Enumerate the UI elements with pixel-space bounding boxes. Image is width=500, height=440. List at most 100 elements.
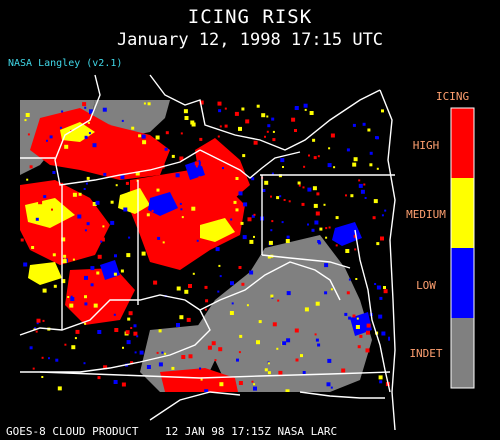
icing-speckle xyxy=(183,109,188,114)
icing-speckle xyxy=(211,341,216,346)
icing-speckle xyxy=(188,284,192,288)
legend-bar xyxy=(450,107,475,389)
icing-speckle xyxy=(330,133,335,138)
icing-speckle xyxy=(271,172,274,175)
icing-speckle xyxy=(63,254,67,258)
icing-speckle xyxy=(234,111,239,116)
icing-speckle xyxy=(217,101,222,106)
icing-speckle xyxy=(335,244,338,247)
icing-speckle xyxy=(363,183,366,186)
icing-speckle xyxy=(317,343,321,347)
icing-speckle xyxy=(31,246,35,249)
icing-speckle xyxy=(268,240,273,245)
icing-speckle xyxy=(309,111,314,115)
icing-speckle xyxy=(85,182,88,185)
icing-speckle xyxy=(376,285,381,290)
icing-speckle xyxy=(366,328,369,330)
icing-speckle xyxy=(128,311,133,316)
icing-speckle xyxy=(41,356,44,359)
icing-speckle xyxy=(383,286,386,289)
icing-speckle xyxy=(176,286,181,291)
icing-speckle xyxy=(277,299,280,302)
icing-speckle xyxy=(84,106,87,109)
icing-speckle xyxy=(100,240,103,243)
icing-speckle xyxy=(328,226,331,229)
low-region-2 xyxy=(332,222,362,246)
icing-speckle xyxy=(253,386,257,391)
icing-speckle xyxy=(354,248,357,251)
icing-speckle xyxy=(353,234,357,238)
icing-speckle xyxy=(272,130,275,133)
icing-speckle xyxy=(312,138,316,142)
icing-speckle xyxy=(261,113,266,118)
icing-speckle xyxy=(352,123,356,127)
icing-speckle xyxy=(180,266,183,269)
icing-speckle xyxy=(42,288,47,293)
icing-speckle xyxy=(262,189,266,192)
legend-label-high: HIGH xyxy=(412,139,440,152)
icing-speckle xyxy=(130,361,134,365)
icing-speckle xyxy=(222,167,224,170)
icing-speckle xyxy=(359,334,363,338)
icing-speckle xyxy=(72,258,75,261)
icing-speckle xyxy=(215,247,220,252)
map-title: ICING RISK xyxy=(187,6,313,28)
icing-speckle xyxy=(253,213,256,216)
icing-speckle xyxy=(219,275,222,278)
icing-speckle xyxy=(200,169,203,172)
icing-speckle xyxy=(52,171,56,174)
icing-speckle xyxy=(271,220,274,223)
icing-speckle xyxy=(200,378,203,381)
icing-speckle xyxy=(366,330,370,335)
icing-speckle xyxy=(286,235,290,239)
icing-speckle xyxy=(270,294,274,298)
icing-speckle xyxy=(256,340,260,345)
icing-speckle xyxy=(280,158,285,163)
icing-speckle xyxy=(120,269,124,273)
icing-speckle xyxy=(335,216,339,220)
icing-speckle xyxy=(266,115,269,118)
boundaries xyxy=(19,74,396,431)
legend-label-medium: MEDIUM xyxy=(406,208,446,221)
icing-speckle xyxy=(35,330,38,333)
icing-speckle xyxy=(176,323,180,327)
icing-speckle xyxy=(55,138,58,141)
icing-speckle xyxy=(201,231,204,235)
icing-speckle xyxy=(125,330,130,335)
icing-speckle xyxy=(235,208,239,212)
icing-speckle xyxy=(143,102,146,105)
icing-speckle xyxy=(92,202,97,206)
icing-speckle xyxy=(381,109,384,113)
icing-speckle xyxy=(122,346,124,349)
icing-speckle xyxy=(64,144,69,149)
icing-speckle xyxy=(110,220,115,225)
icing-speckle xyxy=(249,270,254,275)
icing-speckle xyxy=(294,328,299,333)
icing-speckle xyxy=(256,104,260,108)
icing-speckle xyxy=(77,214,82,219)
icing-speckle xyxy=(242,154,246,158)
low-region-1 xyxy=(148,192,178,216)
icing-speckle xyxy=(327,358,332,363)
credit-label: NASA Langley (v2.1) xyxy=(8,58,123,69)
icing-speckle xyxy=(214,359,217,362)
icing-speckle xyxy=(376,242,380,246)
icing-speckle xyxy=(358,179,361,182)
icing-speckle xyxy=(379,296,383,300)
icing-speckle xyxy=(51,208,53,211)
icing-speckle xyxy=(141,134,146,139)
icing-speckle xyxy=(352,162,357,167)
icing-speckle xyxy=(84,229,87,232)
icing-speckle xyxy=(157,236,161,240)
icing-speckle xyxy=(270,229,273,232)
icing-speckle xyxy=(218,219,222,223)
icing-speckle xyxy=(231,181,236,186)
icing-speckle xyxy=(346,291,350,295)
icing-speckle xyxy=(218,264,221,267)
footer-caption: GOES-8 CLOUD PRODUCT 12 JAN 98 17:15Z NA… xyxy=(6,425,338,438)
icing-speckle xyxy=(233,200,237,204)
icing-speckles xyxy=(20,100,390,392)
icing-speckle xyxy=(240,221,244,225)
icing-speckle xyxy=(61,110,64,113)
icing-speckle xyxy=(251,380,254,383)
